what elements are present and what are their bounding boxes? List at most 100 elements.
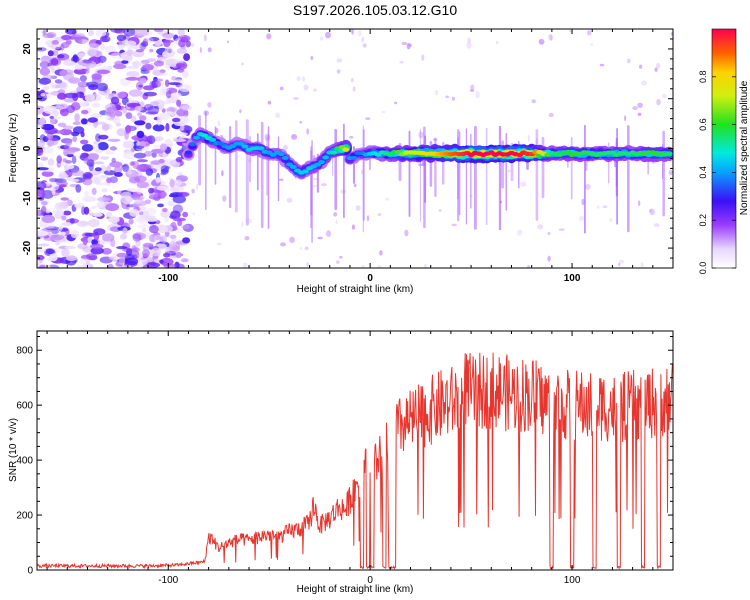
ridge-cell <box>257 146 265 151</box>
x-tick-label: 0 <box>367 575 373 586</box>
y-tick-label: 0 <box>22 145 33 151</box>
noise-blob <box>90 247 104 255</box>
noise-blob <box>45 208 51 214</box>
noise-blob <box>160 165 170 173</box>
noise-blob <box>100 156 110 160</box>
noise-speck <box>466 42 472 49</box>
noise-blob <box>134 145 145 149</box>
noise-blob <box>69 218 75 224</box>
y-tick-label: 10 <box>22 93 33 105</box>
noise-blob <box>142 38 149 44</box>
noise-blob <box>81 206 86 216</box>
noise-blob <box>118 256 126 266</box>
noise-blob <box>166 90 172 99</box>
noise-blob <box>91 187 97 196</box>
noise-blob <box>145 111 159 115</box>
ridge-cell <box>241 144 249 149</box>
ridge-cell <box>350 155 358 160</box>
noise-blob <box>41 123 55 131</box>
noise-blob <box>169 234 177 239</box>
noise-speck <box>538 38 545 45</box>
noise-speck <box>587 30 592 36</box>
noise-speck <box>527 135 530 142</box>
noise-blob <box>180 36 189 43</box>
noise-blob <box>63 60 76 66</box>
noise-speck <box>266 33 272 40</box>
noise-speck <box>217 120 221 127</box>
noise-speck <box>451 223 457 227</box>
noise-blob <box>134 199 141 204</box>
noise-blob <box>145 207 157 215</box>
noise-blob <box>84 93 95 103</box>
noise-blob <box>107 263 114 268</box>
x-tick-label: 100 <box>564 575 581 586</box>
noise-blob <box>109 161 123 168</box>
noise-blob <box>52 110 59 117</box>
noise-blob <box>75 184 82 193</box>
noise-blob <box>65 139 73 146</box>
figure-title: S197.2026.105.03.12.G10 <box>293 2 457 18</box>
noise-blob <box>38 77 52 85</box>
noise-speck <box>312 185 317 188</box>
colorbar-tick-label: 0.4 <box>698 166 708 179</box>
noise-blob <box>37 123 44 129</box>
noise-speck <box>361 36 364 43</box>
noise-blob <box>169 241 176 248</box>
noise-blob <box>49 57 62 66</box>
ridge-cell <box>322 155 330 160</box>
noise-speck <box>278 178 284 181</box>
noise-blob <box>154 135 164 142</box>
noise-blob <box>58 184 67 188</box>
noise-speck <box>602 205 608 208</box>
noise-speck <box>280 242 286 247</box>
ridge-cell <box>318 160 326 164</box>
noise-blob <box>135 238 141 247</box>
x-tick-label: 100 <box>564 273 581 284</box>
noise-speck <box>495 41 499 45</box>
noise-speck <box>520 181 527 187</box>
noise-blob <box>141 227 147 233</box>
noise-speck <box>302 76 305 82</box>
noise-speck <box>619 259 625 264</box>
noise-blob <box>178 84 192 93</box>
noise-blob <box>121 60 129 64</box>
noise-blob <box>58 173 69 179</box>
noise-blob <box>37 140 46 148</box>
ridge-cell <box>342 147 350 152</box>
spectrogram-x-label: Height of straight line (km) <box>297 284 414 295</box>
noise-blob <box>51 116 62 120</box>
noise-blob <box>162 32 175 39</box>
noise-blob <box>160 209 170 218</box>
noise-blob <box>95 39 102 46</box>
noise-blob <box>132 232 146 240</box>
noise-speck <box>216 242 222 246</box>
noise-blob <box>87 219 100 228</box>
noise-blob <box>86 159 95 167</box>
noise-blob <box>97 196 111 203</box>
spectrogram-marks <box>37 29 673 268</box>
noise-blob <box>160 172 167 176</box>
noise-blob <box>82 60 93 64</box>
noise-blob <box>41 170 54 177</box>
noise-speck <box>475 91 480 99</box>
noise-blob <box>138 205 147 211</box>
noise-speck <box>310 55 314 61</box>
noise-blob <box>148 37 160 42</box>
noise-blob <box>47 50 54 57</box>
noise-blob <box>108 51 121 56</box>
noise-blob <box>145 122 152 130</box>
noise-blob <box>152 124 165 132</box>
noise-blob <box>162 151 167 160</box>
noise-blob <box>136 181 149 188</box>
noise-speck <box>303 84 309 91</box>
noise-speck <box>537 224 544 230</box>
noise-blob <box>125 112 133 120</box>
noise-blob <box>143 103 154 111</box>
noise-speck <box>282 145 288 151</box>
noise-speck <box>365 117 371 120</box>
noise-speck <box>191 43 195 48</box>
noise-blob <box>78 39 83 44</box>
noise-blob <box>94 167 102 172</box>
noise-blob <box>169 187 179 192</box>
colorbar-ticks: 0.0 0.2 0.4 0.6 0.8 <box>698 71 736 274</box>
